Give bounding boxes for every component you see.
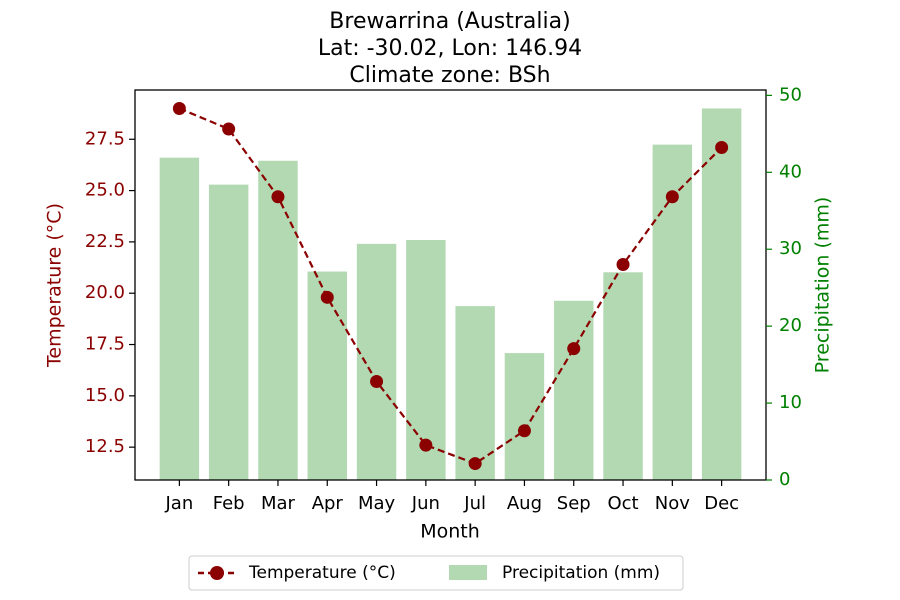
right-tick-label: 50 — [779, 84, 802, 105]
precipitation-bar-feb — [208, 184, 249, 480]
temperature-point-jul — [468, 457, 482, 471]
legend-temperature-label: Temperature (°C) — [248, 563, 396, 583]
left-axis-ticks: 12.5 15.0 17.5 20.0 22.5 25.0 27.5 — [85, 128, 135, 457]
temperature-point-sep — [567, 342, 581, 356]
plot-frame — [134, 89, 767, 481]
temperature-line — [178, 107, 723, 465]
precipitation-bars — [159, 108, 742, 480]
x-tick-label-jul: Jul — [463, 493, 486, 514]
x-tick-label-jan: Jan — [164, 493, 193, 514]
right-tick-label: 20 — [779, 315, 802, 336]
precipitation-bar-apr — [307, 271, 347, 480]
legend-precipitation-label: Precipitation (mm) — [502, 563, 660, 583]
temperature-point-feb — [222, 122, 236, 136]
left-tick-label: 17.5 — [85, 334, 125, 355]
temperature-point-may — [370, 374, 384, 388]
title-line-climate-zone: Climate zone: BSh — [349, 63, 550, 88]
temperature-point-mar — [271, 190, 285, 204]
x-tick-label-nov: Nov — [655, 493, 690, 514]
x-tick-label-jun: Jun — [411, 493, 440, 514]
temperature-point-jun — [419, 438, 433, 452]
x-tick-label-apr: Apr — [312, 493, 344, 514]
left-tick-label: 27.5 — [85, 128, 125, 149]
y-axis-label-temperature: Temperature (°C) — [44, 203, 66, 368]
precipitation-bar-aug — [504, 353, 545, 480]
temperature-point-jan — [172, 101, 186, 115]
x-tick-label-aug: Aug — [507, 493, 542, 514]
left-tick-label: 22.5 — [85, 231, 125, 252]
x-tick-label-oct: Oct — [607, 493, 638, 514]
temperature-point-aug — [517, 424, 531, 438]
temperature-line-group — [172, 101, 729, 471]
precipitation-bar-oct — [603, 272, 643, 480]
left-tick-label: 15.0 — [85, 385, 125, 406]
left-tick-label: 25.0 — [85, 180, 125, 201]
title-line-location: Brewarrina (Australia) — [329, 9, 570, 34]
precipitation-bar-jan — [159, 157, 200, 480]
precipitation-bar-sep — [554, 300, 594, 480]
precipitation-bar-may — [356, 243, 397, 480]
x-axis-ticks: Jan Feb Mar Apr May Jun Jul Aug Sep Oct Nov Dec — [164, 480, 739, 514]
legend: Temperature (°C) Precipitation (mm) — [188, 555, 684, 591]
x-tick-label-mar: Mar — [261, 493, 296, 514]
precipitation-bar-dec — [701, 108, 742, 480]
right-tick-label: 10 — [779, 392, 802, 413]
right-tick-label: 0 — [779, 469, 790, 490]
chart-title: Brewarrina (Australia) Lat: -30.02, Lon:… — [318, 9, 582, 88]
left-tick-label: 12.5 — [85, 436, 125, 457]
precipitation-bar-jul — [455, 306, 495, 480]
x-tick-label-may: May — [358, 493, 396, 514]
right-axis-ticks: 0 10 20 30 40 50 — [766, 84, 802, 490]
precipitation-bar-mar — [258, 160, 298, 480]
x-tick-label-feb: Feb — [213, 493, 245, 514]
temperature-point-apr — [320, 290, 334, 304]
temperature-point-dec — [715, 140, 729, 154]
y-axis-label-precipitation: Precipitation (mm) — [812, 197, 834, 374]
x-tick-label-dec: Dec — [704, 493, 739, 514]
right-tick-label: 30 — [779, 238, 802, 259]
left-tick-label: 20.0 — [85, 282, 125, 303]
x-tick-label-sep: Sep — [557, 493, 591, 514]
x-axis-label: Month — [420, 521, 480, 543]
legend-box — [188, 555, 684, 591]
temperature-point-oct — [616, 257, 630, 271]
right-tick-label: 40 — [779, 161, 802, 182]
legend-temperature-marker-icon — [210, 566, 224, 580]
title-line-coordinates: Lat: -30.02, Lon: 146.94 — [318, 36, 582, 61]
temperature-point-nov — [665, 190, 679, 204]
legend-precipitation-swatch-icon — [449, 565, 487, 580]
